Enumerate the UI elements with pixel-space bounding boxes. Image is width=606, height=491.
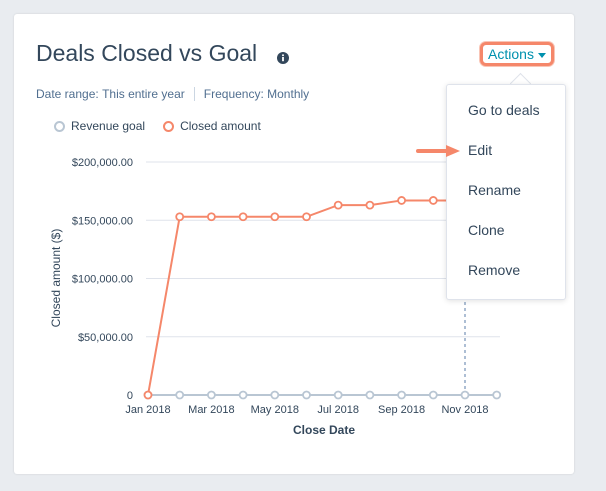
data-point bbox=[175, 390, 185, 400]
meta-divider bbox=[193, 87, 195, 101]
arrow-right-icon bbox=[416, 145, 460, 157]
data-point bbox=[302, 212, 311, 222]
data-point bbox=[460, 390, 470, 400]
data-point bbox=[397, 390, 407, 400]
frequency-value: Monthly bbox=[267, 87, 310, 101]
info-icon[interactable] bbox=[277, 52, 289, 64]
legend-marker-icon bbox=[163, 120, 175, 132]
legend-label: Revenue goal bbox=[71, 119, 146, 133]
data-point bbox=[365, 200, 375, 210]
data-point bbox=[270, 212, 280, 222]
y-tick-label: $100,000.00 bbox=[72, 274, 133, 286]
menu-item-clone[interactable]: Clone bbox=[468, 222, 505, 238]
frequency-label: Frequency: bbox=[203, 87, 264, 101]
date-range-value: This entire year bbox=[102, 87, 185, 101]
x-tick-label: May 2018 bbox=[251, 404, 299, 416]
x-tick-label: Sep 2018 bbox=[378, 404, 425, 416]
date-range-label: Date range: bbox=[36, 87, 99, 101]
y-tick-label: 0 bbox=[127, 390, 133, 402]
data-point bbox=[270, 390, 280, 400]
data-point bbox=[333, 390, 343, 400]
data-point bbox=[206, 212, 216, 222]
legend-marker-icon bbox=[54, 120, 65, 132]
data-point bbox=[428, 196, 438, 205]
series-line bbox=[147, 199, 465, 396]
data-point bbox=[238, 212, 248, 222]
y-tick-label: $150,000.00 bbox=[72, 215, 133, 227]
legend-label: Closed amount bbox=[180, 119, 261, 133]
legend-item-closed-amount[interactable]: Closed amount bbox=[163, 119, 261, 133]
menu-item-go-to-deals[interactable]: Go to deals bbox=[468, 102, 540, 118]
data-point bbox=[492, 390, 502, 400]
legend-item-revenue-goal[interactable]: Revenue goal bbox=[54, 119, 145, 133]
data-point bbox=[175, 212, 185, 222]
chart-legend: Revenue goal Closed amount bbox=[54, 119, 261, 133]
actions-menu: Go to deals Edit Rename Clone Remove bbox=[446, 84, 566, 300]
x-tick-label: Nov 2018 bbox=[441, 404, 488, 416]
x-tick-label: Jul 2018 bbox=[317, 404, 359, 416]
data-point bbox=[302, 390, 311, 400]
menu-item-remove[interactable]: Remove bbox=[468, 262, 521, 278]
data-point bbox=[143, 390, 153, 400]
menu-item-edit[interactable]: Edit bbox=[468, 142, 493, 158]
actions-label: Actions bbox=[488, 46, 534, 62]
caret-down-icon bbox=[537, 52, 546, 58]
data-point bbox=[428, 390, 438, 400]
x-tick-label: Jan 2018 bbox=[125, 404, 170, 416]
data-point bbox=[238, 390, 248, 400]
y-tick-label: $50,000.00 bbox=[78, 332, 133, 344]
report-meta: Date range: This entire year Frequency: … bbox=[36, 87, 309, 101]
x-tick-label: Mar 2018 bbox=[188, 404, 234, 416]
x-axis-label: Close Date bbox=[293, 423, 355, 437]
y-tick-label: $200,000.00 bbox=[72, 157, 133, 169]
data-point bbox=[206, 390, 216, 400]
data-point bbox=[365, 390, 375, 400]
data-point bbox=[333, 200, 343, 210]
y-axis-label: Closed amount ($) bbox=[49, 229, 63, 328]
menu-item-rename[interactable]: Rename bbox=[468, 182, 521, 198]
data-point bbox=[397, 196, 407, 205]
actions-button[interactable]: Actions bbox=[480, 42, 554, 66]
report-title: Deals Closed vs Goal bbox=[36, 40, 258, 66]
